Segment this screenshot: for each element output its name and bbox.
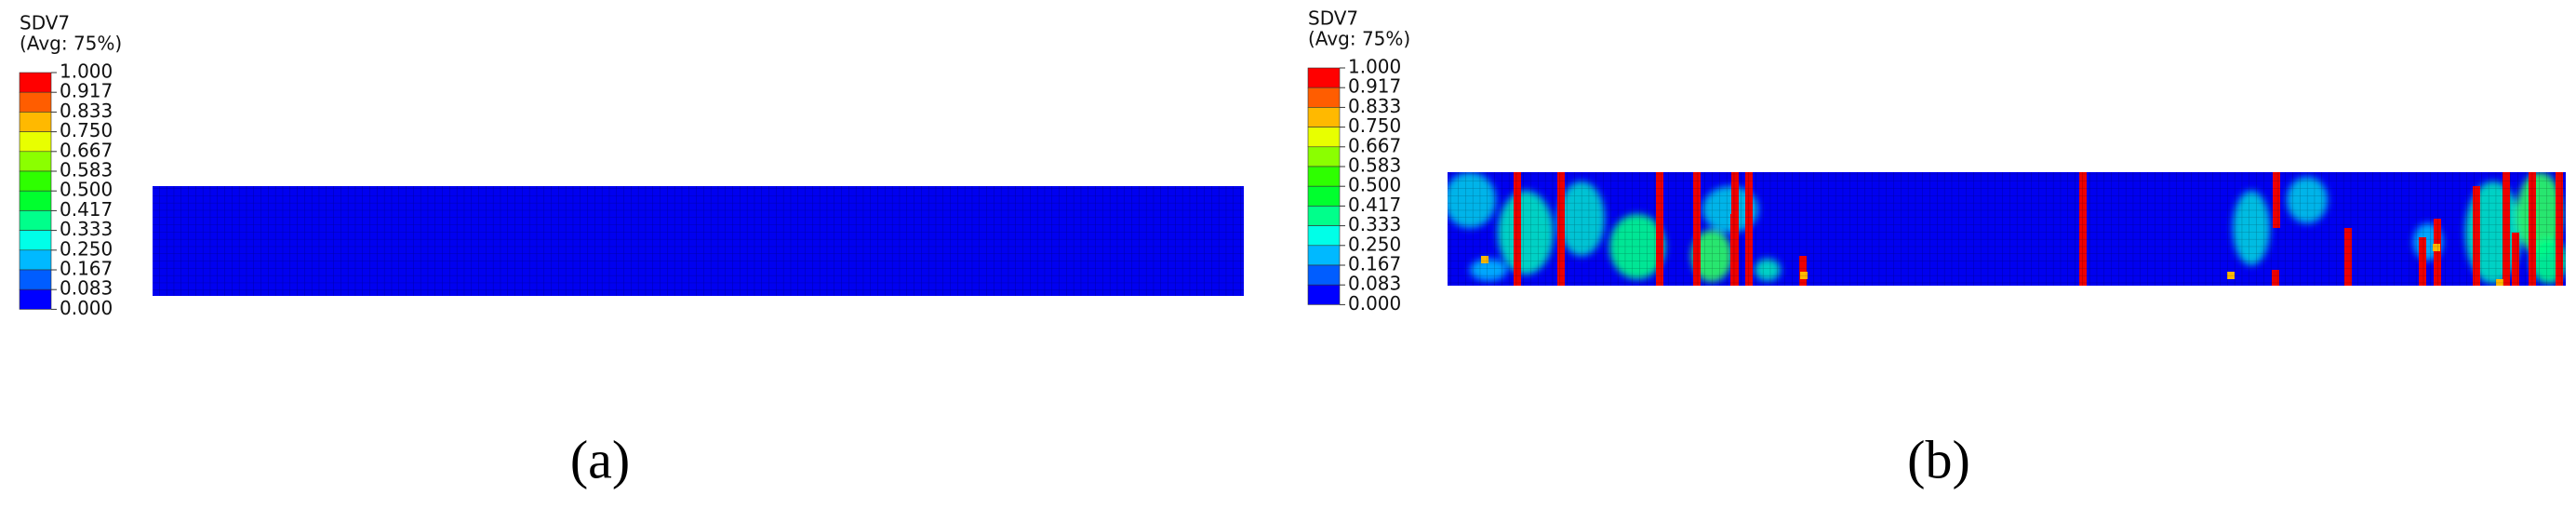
legend-label: 0.167 xyxy=(1348,253,1401,275)
mesh-b xyxy=(1448,172,2566,286)
legend-swatch xyxy=(19,91,52,113)
legend-label: 1.000 xyxy=(1348,56,1401,78)
legend-swatch xyxy=(19,249,52,271)
legend-swatch xyxy=(19,112,52,132)
legend-label: 0.917 xyxy=(1348,75,1401,98)
legend-swatch xyxy=(19,151,52,172)
legend-swatch xyxy=(1307,225,1341,247)
legend-label: 0.500 xyxy=(60,179,113,201)
legend-label: 0.833 xyxy=(60,100,113,122)
legend-swatch xyxy=(19,210,52,231)
legend-title: SDV7 xyxy=(20,12,70,34)
legend-label: 0.833 xyxy=(1348,95,1401,117)
legend-label: 0.417 xyxy=(60,198,113,221)
legend-swatch xyxy=(1307,166,1341,187)
legend-label: 0.917 xyxy=(60,80,113,102)
legend-label: 0.250 xyxy=(1348,233,1401,255)
legend-swatch xyxy=(1307,264,1341,286)
legend-label: 1.000 xyxy=(60,60,113,83)
legend-swatch xyxy=(1307,245,1341,266)
legend-label: 0.583 xyxy=(60,159,113,181)
mesh-grid xyxy=(153,186,1244,296)
legend-swatch xyxy=(19,269,52,290)
legends: SDV7(Avg: 75%)1.0000.9170.8330.7500.6670… xyxy=(19,7,1410,319)
legend-swatch xyxy=(1307,185,1341,207)
caption: (a) xyxy=(570,429,630,489)
legend-label: 0.083 xyxy=(1348,273,1401,295)
legend-swatch xyxy=(19,190,52,211)
legend-swatch xyxy=(19,230,52,251)
legend-label: 0.250 xyxy=(60,237,113,260)
legend-label: 0.417 xyxy=(1348,194,1401,216)
legend-swatch xyxy=(1307,146,1341,167)
legend-swatch xyxy=(19,288,52,310)
legend-swatch xyxy=(1307,206,1341,226)
legend-label: 0.000 xyxy=(1348,292,1401,315)
legend-label: 0.500 xyxy=(1348,174,1401,196)
legend-swatch xyxy=(1307,107,1341,127)
legend-swatch xyxy=(19,72,52,93)
legend-label: 0.000 xyxy=(60,297,113,319)
legend-label: 0.167 xyxy=(60,258,113,280)
legend-swatch xyxy=(1307,127,1341,148)
legend-swatch xyxy=(19,170,52,192)
legend-label: 0.667 xyxy=(1348,134,1401,156)
legend-swatch xyxy=(19,131,52,153)
legend-label: 0.583 xyxy=(1348,154,1401,177)
legend-label: 0.750 xyxy=(1348,114,1401,137)
mesh-grid xyxy=(1448,172,2566,286)
legend-swatch xyxy=(1307,87,1341,108)
legend-swatch xyxy=(1307,67,1341,88)
legend-title: SDV7 xyxy=(1308,7,1358,30)
legend-label: 0.333 xyxy=(1348,213,1401,235)
legend-label: 0.750 xyxy=(60,119,113,141)
legend-label: 0.083 xyxy=(60,277,113,300)
legend-swatch xyxy=(1307,284,1341,305)
legend-subtitle: (Avg: 75%) xyxy=(20,33,122,55)
caption: (b) xyxy=(1907,429,1970,489)
legend-label: 0.667 xyxy=(60,139,113,161)
legend-subtitle: (Avg: 75%) xyxy=(1308,28,1410,50)
legend-label: 0.333 xyxy=(60,218,113,240)
